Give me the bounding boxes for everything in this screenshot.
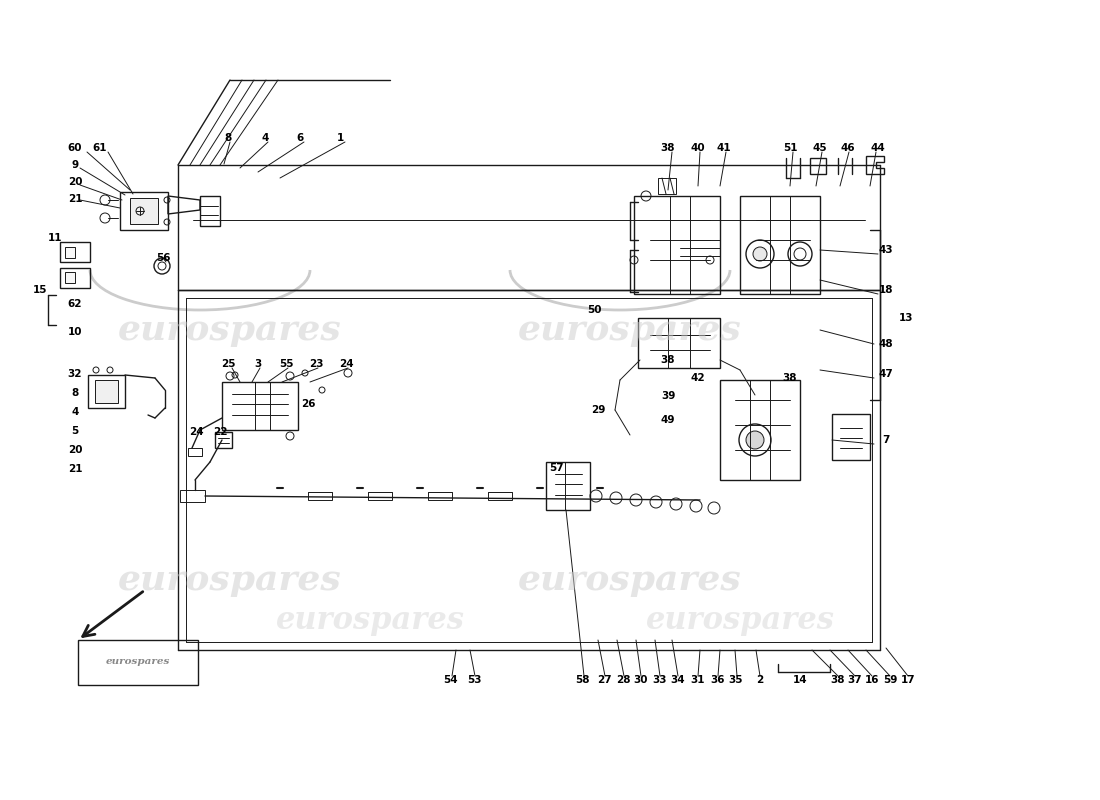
Text: 62: 62 — [68, 299, 82, 309]
Text: 61: 61 — [92, 143, 108, 153]
Text: eurospares: eurospares — [646, 605, 835, 635]
Text: eurospares: eurospares — [518, 563, 741, 597]
Bar — [488, 492, 512, 500]
Text: 38: 38 — [661, 143, 675, 153]
Text: 38: 38 — [783, 373, 798, 383]
Text: 20: 20 — [68, 177, 82, 187]
Text: 8: 8 — [224, 133, 232, 143]
Text: eurospares: eurospares — [276, 605, 464, 635]
Bar — [308, 492, 332, 500]
Text: 37: 37 — [848, 675, 862, 685]
Text: 44: 44 — [870, 143, 886, 153]
Text: 32: 32 — [68, 369, 82, 379]
Text: 53: 53 — [466, 675, 482, 685]
Text: 15: 15 — [33, 285, 47, 295]
Bar — [658, 178, 676, 194]
Text: 1: 1 — [337, 133, 343, 143]
Text: 27: 27 — [596, 675, 612, 685]
Text: 54: 54 — [442, 675, 458, 685]
Text: 13: 13 — [899, 313, 913, 323]
Text: eurospares: eurospares — [118, 563, 342, 597]
Text: 4: 4 — [72, 407, 79, 417]
Polygon shape — [65, 247, 75, 258]
Text: 14: 14 — [793, 675, 807, 685]
Text: 31: 31 — [691, 675, 705, 685]
Text: eurospares: eurospares — [518, 313, 741, 347]
Text: 30: 30 — [634, 675, 648, 685]
Text: 55: 55 — [278, 359, 294, 369]
Circle shape — [746, 431, 764, 449]
Text: 58: 58 — [574, 675, 590, 685]
Text: 10: 10 — [68, 327, 82, 337]
Text: 50: 50 — [586, 305, 602, 315]
Text: 59: 59 — [883, 675, 898, 685]
Text: 16: 16 — [865, 675, 879, 685]
Text: 56: 56 — [156, 253, 170, 263]
Text: 29: 29 — [591, 405, 605, 415]
Text: 45: 45 — [813, 143, 827, 153]
Text: 2: 2 — [757, 675, 763, 685]
Text: eurospares: eurospares — [106, 658, 170, 666]
Text: 51: 51 — [783, 143, 798, 153]
Polygon shape — [95, 380, 118, 403]
Text: 39: 39 — [661, 391, 675, 401]
Text: 42: 42 — [691, 373, 705, 383]
Text: 11: 11 — [47, 233, 63, 243]
Text: 21: 21 — [68, 464, 82, 474]
Text: 4: 4 — [262, 133, 268, 143]
Text: 46: 46 — [840, 143, 856, 153]
Text: 25: 25 — [221, 359, 235, 369]
Bar — [428, 492, 452, 500]
Text: 40: 40 — [691, 143, 705, 153]
Text: 9: 9 — [72, 160, 78, 170]
Text: 33: 33 — [652, 675, 668, 685]
Text: 8: 8 — [72, 388, 78, 398]
Polygon shape — [130, 198, 158, 224]
Bar — [368, 492, 392, 500]
Text: 21: 21 — [68, 194, 82, 204]
Text: 23: 23 — [309, 359, 323, 369]
Text: 24: 24 — [339, 359, 353, 369]
Text: 5: 5 — [72, 426, 78, 436]
Text: 47: 47 — [879, 369, 893, 379]
Text: 3: 3 — [254, 359, 262, 369]
Text: 20: 20 — [68, 445, 82, 455]
Text: 35: 35 — [728, 675, 744, 685]
Text: 24: 24 — [189, 427, 204, 437]
Text: 26: 26 — [300, 399, 316, 409]
Polygon shape — [65, 272, 75, 283]
Text: 6: 6 — [296, 133, 304, 143]
Text: 7: 7 — [882, 435, 890, 445]
Text: 36: 36 — [711, 675, 725, 685]
Text: 49: 49 — [661, 415, 675, 425]
Text: 18: 18 — [879, 285, 893, 295]
Text: 48: 48 — [879, 339, 893, 349]
Text: 38: 38 — [830, 675, 845, 685]
Text: 57: 57 — [549, 463, 563, 473]
Circle shape — [754, 247, 767, 261]
Text: 43: 43 — [879, 245, 893, 255]
Bar — [78, 640, 198, 685]
Text: 22: 22 — [212, 427, 228, 437]
Text: 34: 34 — [671, 675, 685, 685]
Text: 17: 17 — [901, 675, 915, 685]
Text: eurospares: eurospares — [118, 313, 342, 347]
Text: 60: 60 — [68, 143, 82, 153]
Text: 28: 28 — [616, 675, 630, 685]
Text: 41: 41 — [717, 143, 732, 153]
Text: 38: 38 — [661, 355, 675, 365]
Bar — [188, 448, 202, 456]
Bar — [180, 490, 205, 502]
